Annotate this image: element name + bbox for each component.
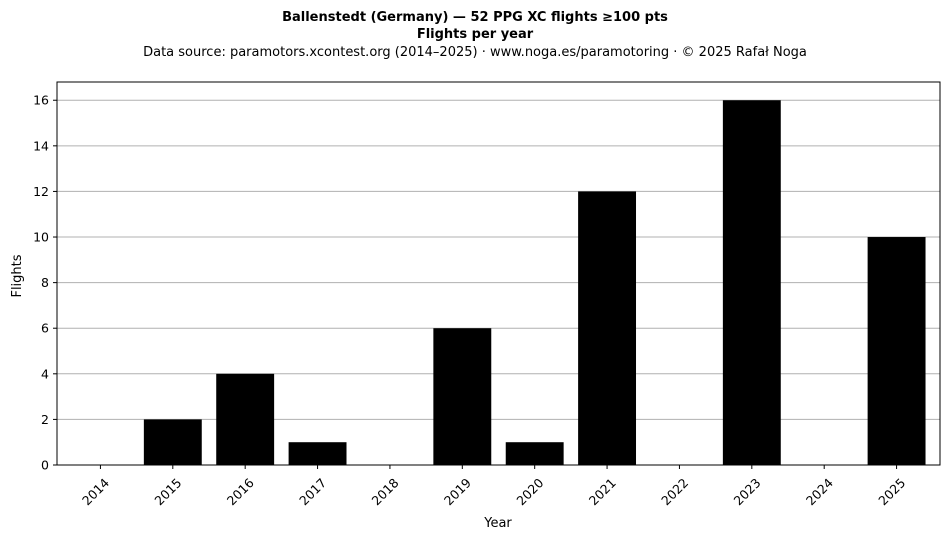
x-axis-label: Year bbox=[483, 516, 512, 531]
y-axis-ticks: 0 2 4 6 8 10 12 14 16 bbox=[33, 93, 57, 473]
chart-source: Data source: paramotors.xcontest.org (20… bbox=[143, 45, 807, 60]
x-tick-label: 2023 bbox=[730, 475, 763, 508]
chart-title: Ballenstedt (Germany) — 52 PPG XC flight… bbox=[282, 10, 668, 25]
x-tick-label: 2020 bbox=[513, 475, 546, 508]
x-tick-label: 2015 bbox=[151, 475, 184, 508]
x-tick-label: 2019 bbox=[441, 475, 474, 508]
bar-2023 bbox=[722, 100, 781, 465]
x-tick-label: 2017 bbox=[296, 475, 329, 508]
y-tick-label: 10 bbox=[33, 230, 49, 245]
y-tick-label: 6 bbox=[41, 321, 49, 336]
x-tick-label: 2016 bbox=[224, 475, 257, 508]
x-tick-label: 2018 bbox=[369, 475, 402, 508]
bar-2015 bbox=[143, 419, 202, 465]
bar-2019 bbox=[433, 328, 492, 465]
bar-2025 bbox=[867, 237, 926, 465]
bar-2020 bbox=[505, 442, 564, 465]
y-tick-label: 16 bbox=[33, 93, 49, 108]
y-tick-label: 4 bbox=[41, 366, 49, 381]
bar-2016 bbox=[216, 373, 275, 465]
x-tick-label: 2024 bbox=[803, 475, 836, 508]
bars bbox=[143, 100, 926, 465]
x-axis-ticks: 2014 2015 2016 2017 2018 2019 2020 2021 2022 2023… bbox=[79, 465, 908, 508]
bar-2021 bbox=[578, 191, 637, 465]
x-tick-label: 2025 bbox=[875, 475, 908, 508]
y-tick-label: 2 bbox=[41, 412, 49, 427]
plot-frame bbox=[56, 81, 941, 466]
x-tick-label: 2021 bbox=[586, 475, 619, 508]
y-tick-label: 8 bbox=[41, 275, 49, 290]
x-tick-label: 2022 bbox=[658, 475, 691, 508]
bar-2017 bbox=[288, 442, 347, 465]
y-tick-label: 0 bbox=[41, 458, 49, 473]
grid-lines bbox=[57, 99, 940, 466]
x-tick-label: 2014 bbox=[79, 475, 112, 508]
y-axis-label: Flights bbox=[10, 254, 25, 297]
y-tick-label: 12 bbox=[33, 184, 49, 199]
chart-subtitle: Flights per year bbox=[417, 27, 534, 42]
y-tick-label: 14 bbox=[33, 138, 49, 153]
